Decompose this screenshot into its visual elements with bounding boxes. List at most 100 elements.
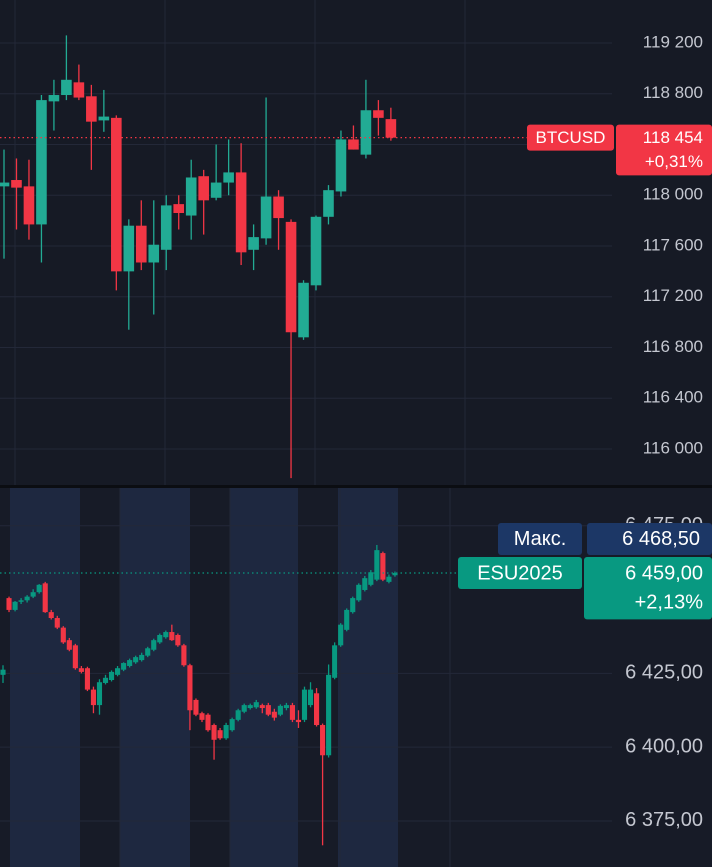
candle-body xyxy=(30,592,36,597)
y-tick-label: 117 200 xyxy=(643,286,703,305)
candle-body xyxy=(205,714,211,731)
candle-body xyxy=(199,713,205,720)
session-band xyxy=(120,488,190,867)
candle-body xyxy=(310,216,322,286)
candle-body xyxy=(386,576,392,582)
candle-body xyxy=(148,244,160,263)
price-box xyxy=(616,124,712,176)
candle-body xyxy=(193,699,199,715)
candle-body xyxy=(301,689,308,720)
y-tick-label: 116 800 xyxy=(643,337,703,356)
candle-body xyxy=(348,139,359,150)
candle-body xyxy=(362,578,368,590)
candle-body xyxy=(210,182,222,198)
candle-body xyxy=(332,645,338,678)
candle-body xyxy=(248,237,259,250)
price-change: +2,13% xyxy=(635,592,704,614)
candle-body xyxy=(12,601,18,610)
symbol-box xyxy=(458,557,582,590)
candle-body xyxy=(78,668,84,672)
candle-body xyxy=(72,645,78,669)
candle-body xyxy=(0,669,6,675)
candle-body xyxy=(18,600,24,602)
candle-body xyxy=(23,186,35,225)
candle-body xyxy=(139,654,145,661)
candle-body xyxy=(253,702,259,708)
y-tick-label: 118 800 xyxy=(643,83,703,102)
candle-body xyxy=(373,110,384,118)
candle-body xyxy=(160,205,172,250)
candle-body xyxy=(135,225,147,263)
candle-body xyxy=(307,689,314,706)
candle-body xyxy=(66,640,72,650)
y-tick-label: 119 200 xyxy=(643,32,703,51)
candle-body xyxy=(185,177,197,216)
candle-body xyxy=(259,705,265,709)
candle-body xyxy=(73,82,85,98)
candle-body xyxy=(385,119,397,138)
candle-body xyxy=(350,598,356,613)
symbol-box xyxy=(527,124,614,151)
candle-body xyxy=(6,598,12,610)
candle-body xyxy=(198,176,209,201)
candle-body xyxy=(235,710,241,720)
y-tick-label: 6 375,00 xyxy=(625,809,703,831)
candle-body xyxy=(121,663,127,670)
session-band xyxy=(338,488,398,867)
max-value-box xyxy=(587,522,712,555)
candle-body xyxy=(61,79,72,96)
candle-body xyxy=(313,693,320,726)
candle-body xyxy=(173,204,185,214)
candle-body xyxy=(108,671,115,681)
candle-body xyxy=(374,550,380,580)
candle-body xyxy=(48,612,54,619)
candle-body xyxy=(356,584,362,601)
top-panel-bg xyxy=(0,0,712,485)
candle-body xyxy=(24,596,30,601)
candle-body xyxy=(277,705,283,715)
candle-body xyxy=(98,116,110,121)
y-tick-label: 117 600 xyxy=(643,235,703,254)
candle-body xyxy=(392,573,398,576)
candle-body xyxy=(295,719,302,723)
candle-body xyxy=(338,624,344,646)
candle-body xyxy=(326,674,332,756)
candle-body xyxy=(360,110,372,155)
candle-body xyxy=(90,689,97,706)
candle-body xyxy=(217,730,223,739)
last-price: 6 459,00 xyxy=(625,562,703,584)
candle-body xyxy=(169,632,175,641)
panel-separator xyxy=(0,485,712,488)
candle-body xyxy=(323,190,334,217)
symbol-label: ESU2025 xyxy=(477,562,563,584)
candle-body xyxy=(115,668,121,675)
candle-body xyxy=(344,609,350,630)
candle-body xyxy=(260,196,272,239)
candle-body xyxy=(223,725,229,739)
price-box xyxy=(584,557,712,620)
y-tick-label: 116 400 xyxy=(643,388,703,407)
last-price: 118 454 xyxy=(643,128,703,147)
candle-body xyxy=(273,196,284,219)
session-bands xyxy=(10,488,398,867)
candle-body xyxy=(265,705,271,715)
y-tick-label: 118 000 xyxy=(643,185,703,204)
candle-body xyxy=(187,665,193,711)
candle-body xyxy=(60,627,66,643)
candle-body xyxy=(320,725,326,756)
max-value: 6 468,50 xyxy=(622,528,700,550)
candle-body xyxy=(157,634,163,643)
candle-body xyxy=(102,677,109,683)
candle-body xyxy=(289,705,296,720)
candle-body xyxy=(298,282,309,338)
y-tick-label: 6 425,00 xyxy=(625,662,703,684)
candle-body xyxy=(127,660,133,666)
candle-body xyxy=(111,117,122,272)
max-name-box xyxy=(498,522,582,555)
candle-body xyxy=(0,182,10,187)
candle-body xyxy=(335,139,347,192)
candle-body xyxy=(283,705,289,709)
candle-body xyxy=(211,725,217,740)
